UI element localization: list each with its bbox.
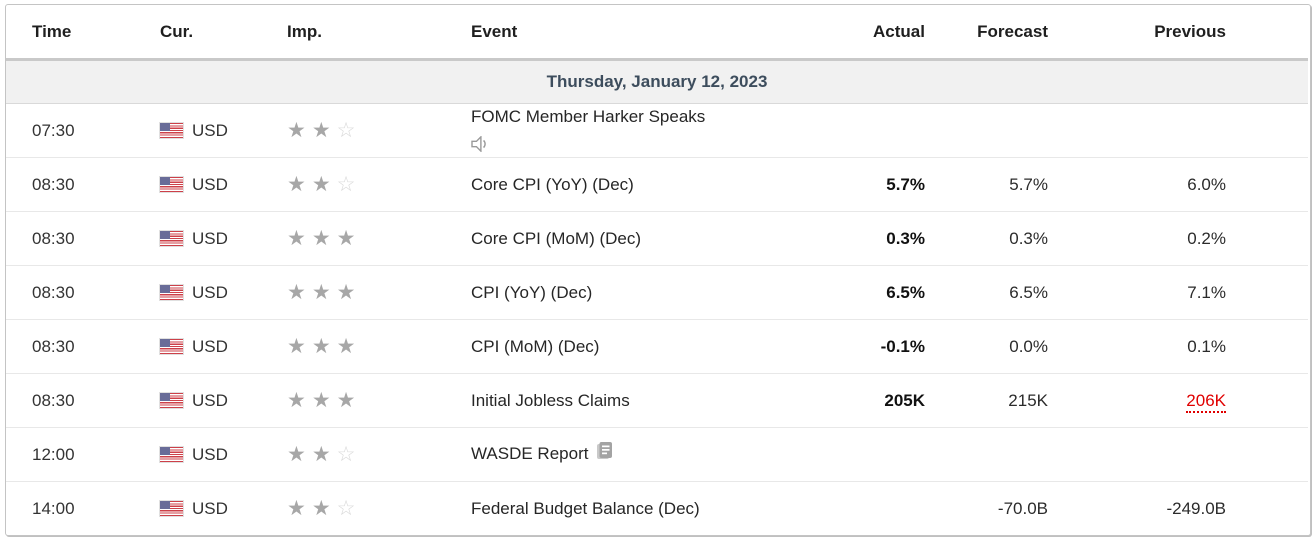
forecast-value: 215K <box>931 373 1056 428</box>
event-link[interactable]: CPI (MoM) (Dec) <box>471 336 600 356</box>
event-time: 08:30 <box>6 211 138 266</box>
importance-stars: ★★★ <box>271 265 451 320</box>
event-row[interactable]: 08:30 USD ★★★ Initial Jobless Claims 205… <box>6 373 1308 428</box>
previous-value: -249.0B <box>1056 481 1308 535</box>
event-currency: USD <box>138 265 271 320</box>
actual-value: 6.5% <box>831 265 931 320</box>
event-time: 08:30 <box>6 373 138 428</box>
us-flag-icon <box>159 337 184 355</box>
us-flag-icon <box>159 229 184 247</box>
col-header-time: Time <box>6 5 138 61</box>
event-row[interactable]: 12:00 USD ★★☆ WASDE Report <box>6 427 1308 482</box>
event-currency: USD <box>138 427 271 482</box>
previous-value: 6.0% <box>1056 157 1308 212</box>
forecast-value: 6.5% <box>931 265 1056 320</box>
importance-stars: ★★☆ <box>271 427 451 482</box>
forecast-value <box>931 427 1056 482</box>
us-flag-icon <box>159 391 184 409</box>
previous-value: 0.2% <box>1056 211 1308 266</box>
event-link[interactable]: WASDE Report <box>471 443 589 463</box>
event-link[interactable]: CPI (YoY) (Dec) <box>471 282 593 302</box>
forecast-value: 0.3% <box>931 211 1056 266</box>
event-link[interactable]: Initial Jobless Claims <box>471 390 630 410</box>
previous-value: 0.1% <box>1056 319 1308 374</box>
us-flag-icon <box>159 283 184 301</box>
actual-value <box>831 481 931 535</box>
importance-stars: ★★★ <box>271 319 451 374</box>
event-currency: USD <box>138 103 271 158</box>
event-row[interactable]: 07:30 USD ★★☆ FOMC Member Harker Speaks <box>6 103 1308 158</box>
event-currency: USD <box>138 481 271 535</box>
importance-stars: ★★★ <box>271 211 451 266</box>
event-row[interactable]: 08:30 USD ★★☆ Core CPI (YoY) (Dec) 5.7% … <box>6 157 1308 212</box>
event-link[interactable]: FOMC Member Harker Speaks <box>471 107 706 126</box>
event-row[interactable]: 08:30 USD ★★★ CPI (MoM) (Dec) -0.1% 0.0%… <box>6 319 1308 374</box>
actual-value: -0.1% <box>831 319 931 374</box>
actual-value <box>831 103 931 158</box>
date-header-row: Thursday, January 12, 2023 <box>6 59 1308 104</box>
col-header-currency: Cur. <box>138 5 271 61</box>
forecast-value: 0.0% <box>931 319 1056 374</box>
col-header-event: Event <box>451 5 831 61</box>
us-flag-icon <box>159 175 184 193</box>
event-row[interactable]: 14:00 USD ★★☆ Federal Budget Balance (De… <box>6 481 1308 535</box>
event-time: 12:00 <box>6 427 138 482</box>
event-row[interactable]: 08:30 USD ★★★ Core CPI (MoM) (Dec) 0.3% … <box>6 211 1308 266</box>
forecast-value: 5.7% <box>931 157 1056 212</box>
us-flag-icon <box>159 499 184 517</box>
column-header-row: Time Cur. Imp. Event Actual Forecast Pre… <box>6 5 1308 61</box>
event-currency: USD <box>138 319 271 374</box>
forecast-value: -70.0B <box>931 481 1056 535</box>
event-currency: USD <box>138 157 271 212</box>
actual-value: 0.3% <box>831 211 931 266</box>
importance-stars: ★★☆ <box>271 103 451 158</box>
event-time: 08:30 <box>6 157 138 212</box>
event-time: 08:30 <box>6 265 138 320</box>
col-header-actual: Actual <box>831 5 931 61</box>
actual-value: 5.7% <box>831 157 931 212</box>
event-time: 08:30 <box>6 319 138 374</box>
event-currency: USD <box>138 373 271 428</box>
actual-value: 205K <box>831 373 931 428</box>
date-header: Thursday, January 12, 2023 <box>6 59 1308 104</box>
us-flag-icon <box>159 445 184 463</box>
report-icon[interactable] <box>596 441 613 465</box>
importance-stars: ★★★ <box>271 373 451 428</box>
speaker-icon <box>471 135 489 154</box>
actual-value <box>831 427 931 482</box>
col-header-previous: Previous <box>1056 5 1308 61</box>
event-link[interactable]: Core CPI (YoY) (Dec) <box>471 174 634 194</box>
event-row[interactable]: 08:30 USD ★★★ CPI (YoY) (Dec) 6.5% 6.5% … <box>6 265 1308 320</box>
importance-stars: ★★☆ <box>271 157 451 212</box>
event-time: 14:00 <box>6 481 138 535</box>
event-link[interactable]: Federal Budget Balance (Dec) <box>471 498 700 518</box>
importance-stars: ★★☆ <box>271 481 451 535</box>
previous-value <box>1056 427 1308 482</box>
event-link[interactable]: Core CPI (MoM) (Dec) <box>471 228 642 248</box>
col-header-forecast: Forecast <box>931 5 1056 61</box>
event-currency: USD <box>138 211 271 266</box>
revised-previous-value[interactable]: 206K <box>1186 390 1226 413</box>
previous-value <box>1056 103 1308 158</box>
previous-value: 7.1% <box>1056 265 1308 320</box>
forecast-value <box>931 103 1056 158</box>
previous-value: 206K <box>1056 373 1308 428</box>
col-header-importance: Imp. <box>271 5 451 61</box>
us-flag-icon <box>159 121 184 139</box>
economic-calendar-table: Time Cur. Imp. Event Actual Forecast Pre… <box>5 4 1311 536</box>
event-time: 07:30 <box>6 103 138 158</box>
